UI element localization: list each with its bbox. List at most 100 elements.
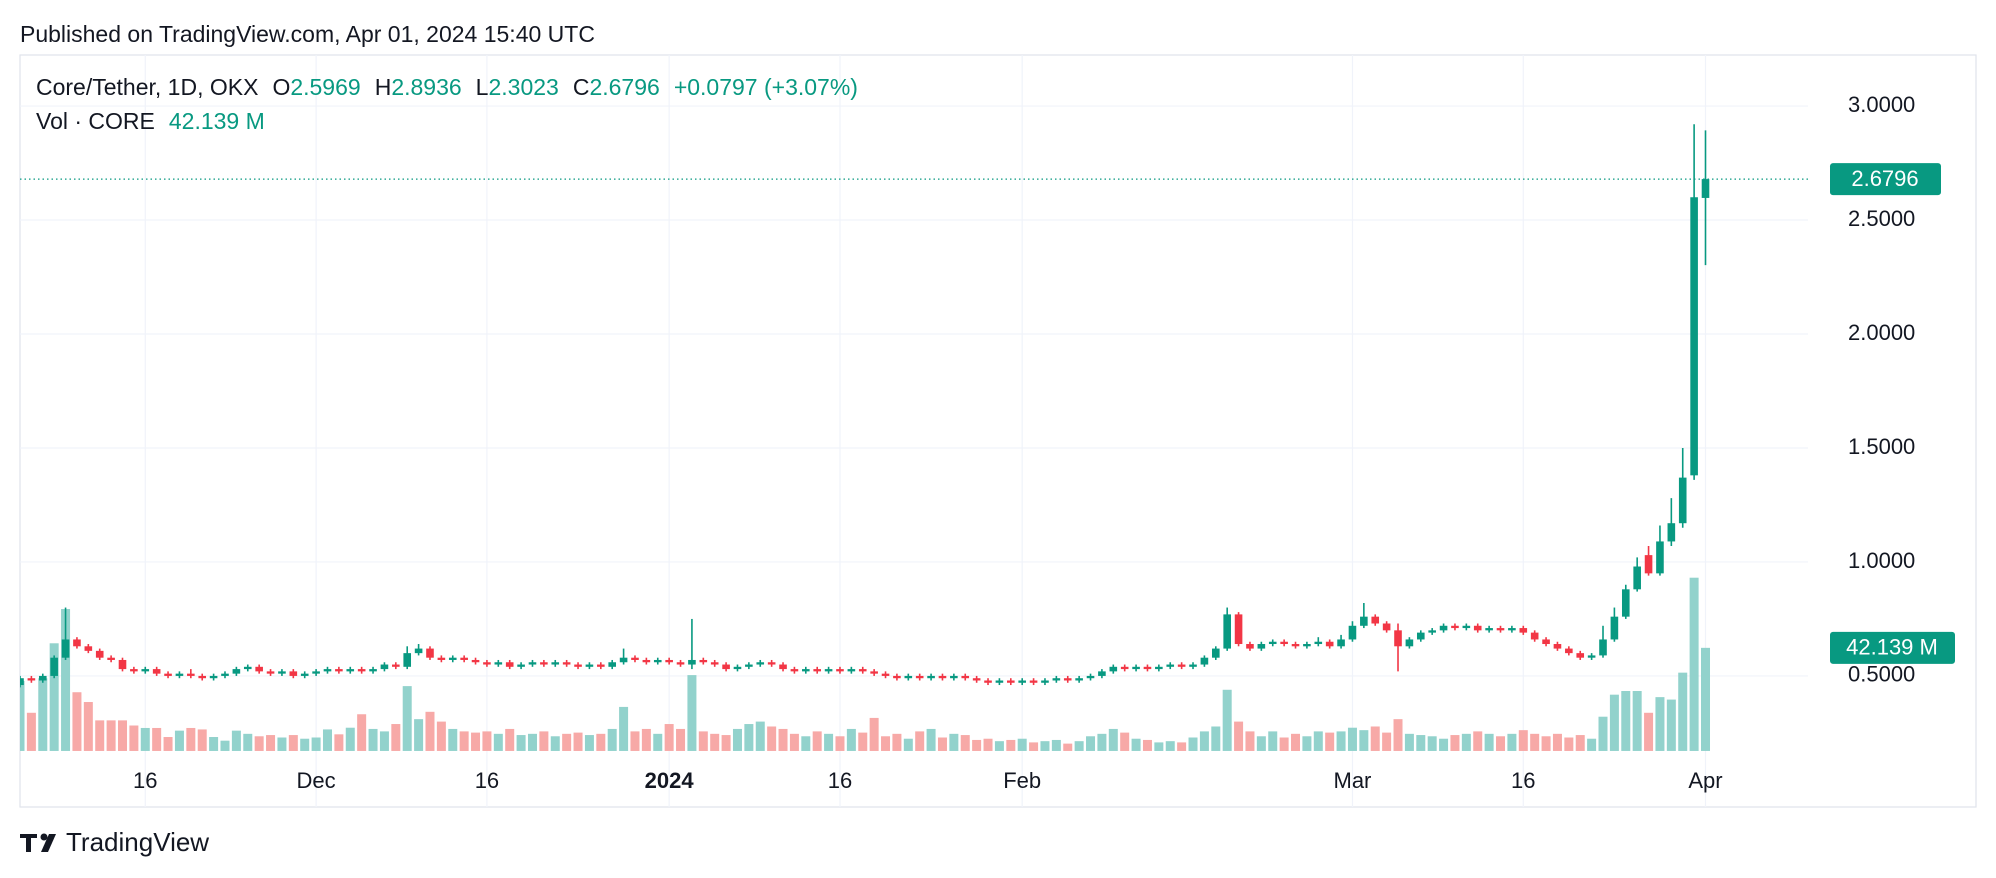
low-value: 2.3023 bbox=[488, 74, 558, 100]
candle-body bbox=[1007, 680, 1015, 683]
volume-bar bbox=[824, 733, 834, 751]
volume-bar bbox=[117, 720, 127, 751]
volume-bar bbox=[1370, 726, 1380, 751]
volume-bar bbox=[311, 737, 321, 751]
candle-body bbox=[221, 673, 229, 676]
candle-body bbox=[608, 662, 617, 667]
volume-bar bbox=[425, 711, 435, 751]
volume-bar bbox=[869, 717, 879, 751]
volume-bar bbox=[1530, 733, 1540, 751]
y-tick-label: 1.0000 bbox=[1848, 548, 1915, 573]
candle-body bbox=[198, 675, 207, 679]
x-tick-label: Feb bbox=[1003, 768, 1041, 793]
candle-body bbox=[73, 639, 81, 647]
candle-body bbox=[1439, 625, 1448, 631]
volume-bar bbox=[26, 712, 36, 751]
candle-body bbox=[1473, 625, 1482, 631]
volume-bar bbox=[1393, 719, 1403, 751]
candle-body bbox=[642, 659, 651, 663]
volume-bar bbox=[767, 726, 777, 751]
candle-body bbox=[756, 662, 765, 665]
volume-bar bbox=[676, 728, 686, 751]
candle-body bbox=[300, 673, 309, 676]
volume-bar bbox=[892, 733, 902, 751]
volume-bar bbox=[1382, 732, 1392, 751]
candle-body bbox=[893, 675, 901, 679]
volume-bar bbox=[949, 733, 959, 751]
candle-body bbox=[1155, 666, 1163, 670]
volume-bar bbox=[1552, 733, 1562, 751]
volume-bar bbox=[1439, 738, 1449, 751]
candle-body bbox=[1314, 641, 1323, 645]
volume-bar bbox=[778, 728, 788, 751]
volume-bar bbox=[1108, 728, 1118, 751]
candle-body bbox=[779, 664, 787, 670]
candle-body bbox=[1530, 632, 1539, 640]
brand-logo bbox=[20, 833, 56, 852]
candle-body bbox=[1633, 566, 1641, 590]
volume-bar bbox=[994, 741, 1004, 751]
volume-bar bbox=[186, 727, 196, 751]
candle-body bbox=[483, 662, 491, 665]
candle-body bbox=[1428, 630, 1436, 633]
volume-bar bbox=[1017, 738, 1027, 751]
candle-body bbox=[995, 680, 1004, 683]
x-tick-label: Apr bbox=[1688, 768, 1722, 793]
volume-bar bbox=[983, 738, 993, 751]
candle-body bbox=[813, 669, 821, 672]
candle-body bbox=[984, 680, 992, 683]
y-tick-label: 2.5000 bbox=[1848, 206, 1915, 231]
volume-bar bbox=[1256, 736, 1266, 751]
candle-body bbox=[1177, 664, 1186, 667]
volume-bar bbox=[402, 686, 412, 751]
y-tick-label: 1.5000 bbox=[1848, 434, 1915, 459]
candle-body bbox=[1211, 648, 1220, 658]
candle-body bbox=[1189, 664, 1197, 667]
volume-bar bbox=[664, 724, 674, 751]
candle-body bbox=[1656, 541, 1664, 574]
close-value: 2.6796 bbox=[589, 74, 659, 100]
volume-bar bbox=[20, 680, 25, 751]
volume-bar bbox=[721, 735, 731, 751]
volume-bar bbox=[1120, 732, 1130, 751]
candle-body bbox=[767, 662, 776, 665]
candle-body bbox=[950, 675, 958, 679]
candle-body bbox=[1075, 678, 1083, 681]
volume-bar bbox=[1222, 689, 1232, 751]
candle-body bbox=[1382, 623, 1391, 631]
candle-body bbox=[1519, 628, 1528, 633]
volume-bar bbox=[1484, 733, 1494, 751]
volume-bar bbox=[209, 737, 219, 751]
candle-body bbox=[1234, 614, 1243, 645]
open-label: O bbox=[272, 74, 290, 100]
volume-bar bbox=[391, 724, 401, 751]
candle-body bbox=[1678, 477, 1687, 524]
candle-body bbox=[1291, 644, 1300, 647]
candle-body bbox=[1246, 644, 1254, 649]
candle-body bbox=[1667, 523, 1676, 542]
volume-bar bbox=[1302, 736, 1312, 751]
volume-bar bbox=[197, 729, 207, 751]
high-label: H bbox=[375, 74, 392, 100]
volume-bar bbox=[414, 719, 424, 751]
candle-body bbox=[266, 671, 275, 674]
candle-body bbox=[1485, 628, 1493, 631]
candle-body bbox=[1257, 644, 1266, 649]
candle-body bbox=[631, 657, 639, 660]
candle-body bbox=[1690, 197, 1698, 476]
candle-body bbox=[1029, 680, 1038, 683]
volume-bar bbox=[459, 731, 469, 751]
candle-body bbox=[50, 657, 58, 676]
volume-bar bbox=[1564, 737, 1574, 751]
x-tick-label: Mar bbox=[1334, 768, 1372, 793]
volume-bar bbox=[881, 736, 891, 751]
candle-body bbox=[688, 659, 696, 665]
candle-body bbox=[517, 664, 525, 667]
candle-body bbox=[1360, 616, 1368, 626]
candle-body bbox=[653, 659, 662, 663]
volume-bar bbox=[1541, 736, 1551, 751]
volume-bar bbox=[835, 736, 845, 751]
grid bbox=[20, 55, 1808, 807]
